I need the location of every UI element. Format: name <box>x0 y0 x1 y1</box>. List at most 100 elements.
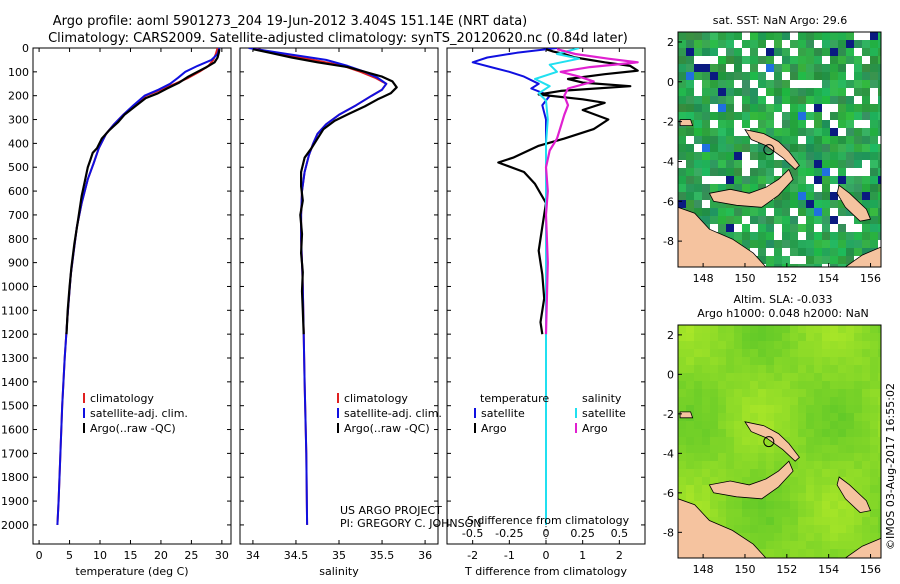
sst-cell <box>718 160 726 168</box>
sst-cell <box>774 48 782 56</box>
series-line <box>497 48 639 335</box>
sla-cell <box>774 445 782 453</box>
sst-cell <box>758 48 766 56</box>
sla-cell <box>734 509 742 517</box>
sst-cell <box>726 176 734 184</box>
sst-cell <box>862 88 870 96</box>
sst-cell <box>790 208 798 216</box>
sst-cell <box>798 240 806 248</box>
sst-cell <box>774 128 782 136</box>
sst-cell <box>726 168 734 176</box>
sla-cell <box>798 333 806 341</box>
sst-cell <box>678 96 686 104</box>
sst-cell <box>782 184 790 192</box>
sla-cell <box>814 549 822 557</box>
map-lat-label: -4 <box>663 447 674 460</box>
sla-cell <box>734 325 742 333</box>
sst-cell <box>678 88 686 96</box>
sla-cell <box>766 389 774 397</box>
sla-cell <box>702 501 710 509</box>
sla-cell <box>798 517 806 525</box>
sla-cell <box>830 389 838 397</box>
map-lat-label: -4 <box>663 155 674 168</box>
sla-cell <box>766 357 774 365</box>
sla-cell <box>830 485 838 493</box>
land-polygon <box>844 246 881 267</box>
sst-cell <box>854 48 862 56</box>
sla-cell <box>678 485 686 493</box>
sla-cell <box>710 493 718 501</box>
sla-cell <box>878 389 881 397</box>
sla-cell <box>702 357 710 365</box>
sla-cell <box>878 325 881 333</box>
sst-cell <box>774 216 782 224</box>
sst-cell <box>734 168 742 176</box>
sla-cell <box>862 373 870 381</box>
sst-cell <box>702 72 710 80</box>
sst-cell <box>870 200 878 208</box>
sst-cell <box>750 208 758 216</box>
sst-cell <box>862 64 870 72</box>
sla-cell <box>806 349 814 357</box>
sst-cell <box>830 120 838 128</box>
sla-cell <box>718 349 726 357</box>
sla-cell <box>774 517 782 525</box>
series-line <box>544 48 639 335</box>
sla-cell <box>870 485 878 493</box>
sst-cell <box>758 168 766 176</box>
depth-tick-label: 1000 <box>1 280 29 293</box>
legend-s-satellite-label: satellite <box>582 407 626 420</box>
sla-cell <box>854 533 862 541</box>
sla-cell <box>734 445 742 453</box>
sst-cell <box>790 256 798 264</box>
map-lat-label: -8 <box>663 235 674 248</box>
sla-cell <box>750 437 758 445</box>
sst-cell <box>790 64 798 72</box>
sst-cell <box>798 208 806 216</box>
sst-cell <box>790 176 798 184</box>
sst-cell <box>878 120 881 128</box>
sst-cell <box>814 248 822 256</box>
sst-cell <box>742 144 750 152</box>
sla-cell <box>854 509 862 517</box>
sla-cell <box>678 437 686 445</box>
sst-cell <box>710 208 718 216</box>
sst-cell <box>750 32 758 40</box>
sst-cell <box>718 32 726 40</box>
sla-cell <box>742 509 750 517</box>
sst-cell <box>854 104 862 112</box>
map-lat-label: -2 <box>663 408 674 421</box>
sla-map-title-2: Argo h1000: 0.048 h2000: NaN <box>697 307 869 320</box>
sst-cell <box>726 32 734 40</box>
sst-map <box>678 32 881 267</box>
sst-cell <box>678 40 686 48</box>
sst-cell <box>830 112 838 120</box>
sst-cell <box>806 152 814 160</box>
sla-cell <box>870 405 878 413</box>
sla-cell <box>806 525 814 533</box>
sla-cell <box>718 333 726 341</box>
sla-cell <box>678 445 686 453</box>
sst-cell <box>838 264 846 267</box>
sla-cell <box>790 549 798 557</box>
sst-cell <box>742 64 750 72</box>
sst-cell <box>750 176 758 184</box>
sst-cell <box>758 144 766 152</box>
sla-cell <box>694 333 702 341</box>
sla-cell <box>718 389 726 397</box>
sst-cell <box>750 184 758 192</box>
sst-cell <box>798 120 806 128</box>
sst-cell <box>798 88 806 96</box>
sla-cell <box>822 525 830 533</box>
sst-cell <box>790 264 798 267</box>
sst-cell <box>686 128 694 136</box>
sla-cell <box>822 445 830 453</box>
sla-cell <box>830 429 838 437</box>
sla-cell <box>862 397 870 405</box>
sst-cell <box>846 104 854 112</box>
sst-cell <box>678 80 686 88</box>
series-line <box>534 48 580 525</box>
sst-cell <box>702 112 710 120</box>
sst-cell <box>702 160 710 168</box>
sst-cell <box>718 96 726 104</box>
